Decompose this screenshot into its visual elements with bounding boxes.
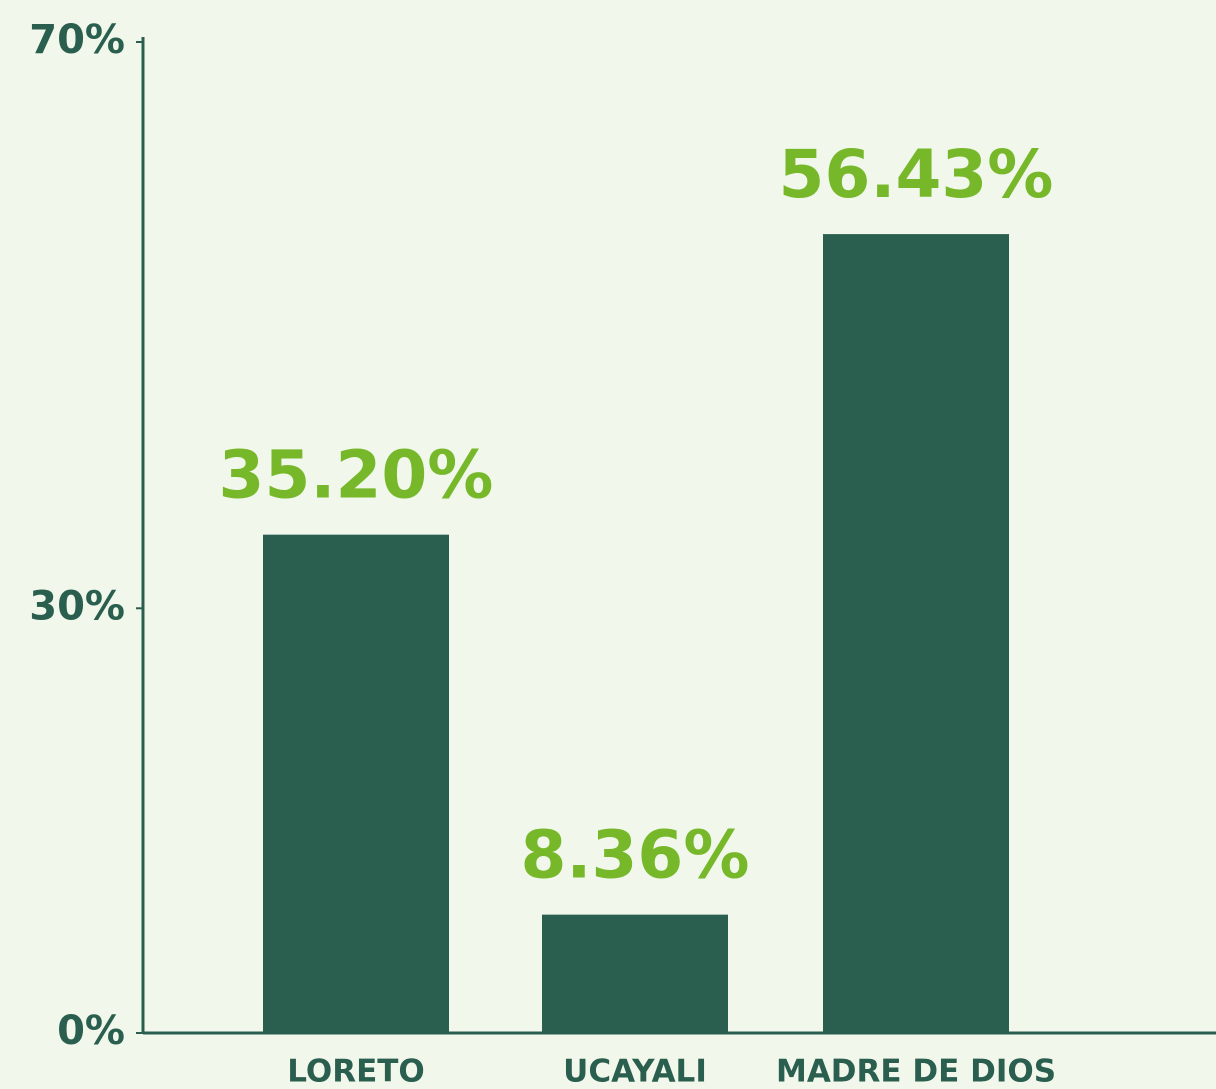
bar [823,234,1009,1033]
bar [263,534,449,1033]
y-tick-label: 70% [29,17,125,63]
x-tick-label: UCAYALI [563,1054,707,1089]
x-tick-label: MADRE DE DIOS [776,1054,1056,1089]
value-label: 35.20% [219,437,494,514]
x-tick-label: LORETO [287,1054,425,1089]
value-label: 56.43% [779,136,1054,213]
y-tick-label: 0% [57,1008,125,1054]
y-tick-label: 30% [29,583,125,629]
value-label: 8.36% [521,817,750,894]
bar [542,914,728,1033]
